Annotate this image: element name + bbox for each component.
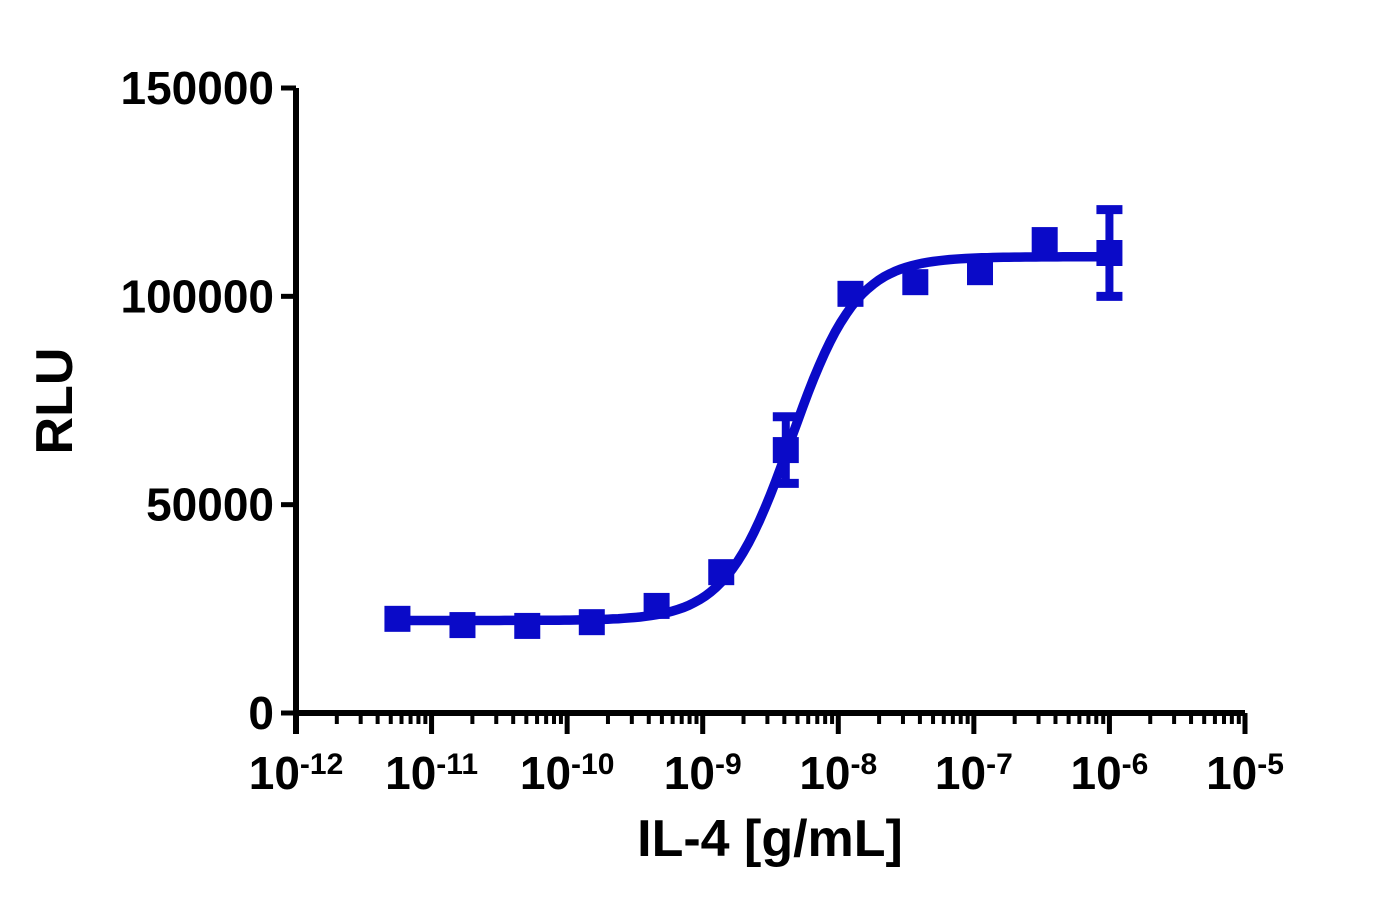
data-series — [384, 205, 1123, 639]
plot-area — [384, 205, 1123, 639]
x-axis-title: IL-4 [g/mL] — [637, 810, 903, 868]
x-tick-label: 10-10 — [520, 747, 615, 799]
data-point-marker — [449, 612, 476, 639]
data-point-marker — [708, 559, 735, 586]
x-tick-label: 10-9 — [664, 747, 742, 799]
data-point-marker — [967, 259, 994, 286]
y-tick-label: 0 — [248, 687, 274, 739]
data-point-marker — [902, 269, 929, 296]
x-tick-label: 10-11 — [385, 747, 478, 799]
y-tick-label: 100000 — [121, 270, 275, 322]
data-point-marker — [578, 609, 605, 636]
data-point-marker — [643, 592, 670, 619]
data-point-marker — [1096, 240, 1123, 266]
y-tick-label: 50000 — [146, 479, 274, 531]
data-point-marker — [384, 605, 411, 632]
axes: 0 50000 100000 150000 10-12 10-11 10-10 10-9 10-… — [121, 62, 1284, 799]
y-axis-title: RLU — [26, 348, 84, 455]
fit-curve — [391, 252, 1112, 626]
y-tick-label: 150000 — [121, 62, 275, 114]
data-point-marker — [837, 280, 864, 307]
x-tick-label: 10-12 — [249, 747, 344, 799]
x-tick-label: 10-5 — [1206, 747, 1284, 799]
data-point-marker — [772, 437, 799, 464]
data-point-marker — [1031, 227, 1058, 254]
x-tick-label: 10-7 — [935, 747, 1013, 799]
x-tick-label: 10-6 — [1070, 747, 1148, 799]
x-tick-label: 10-8 — [799, 747, 877, 799]
data-point-marker — [514, 612, 541, 639]
